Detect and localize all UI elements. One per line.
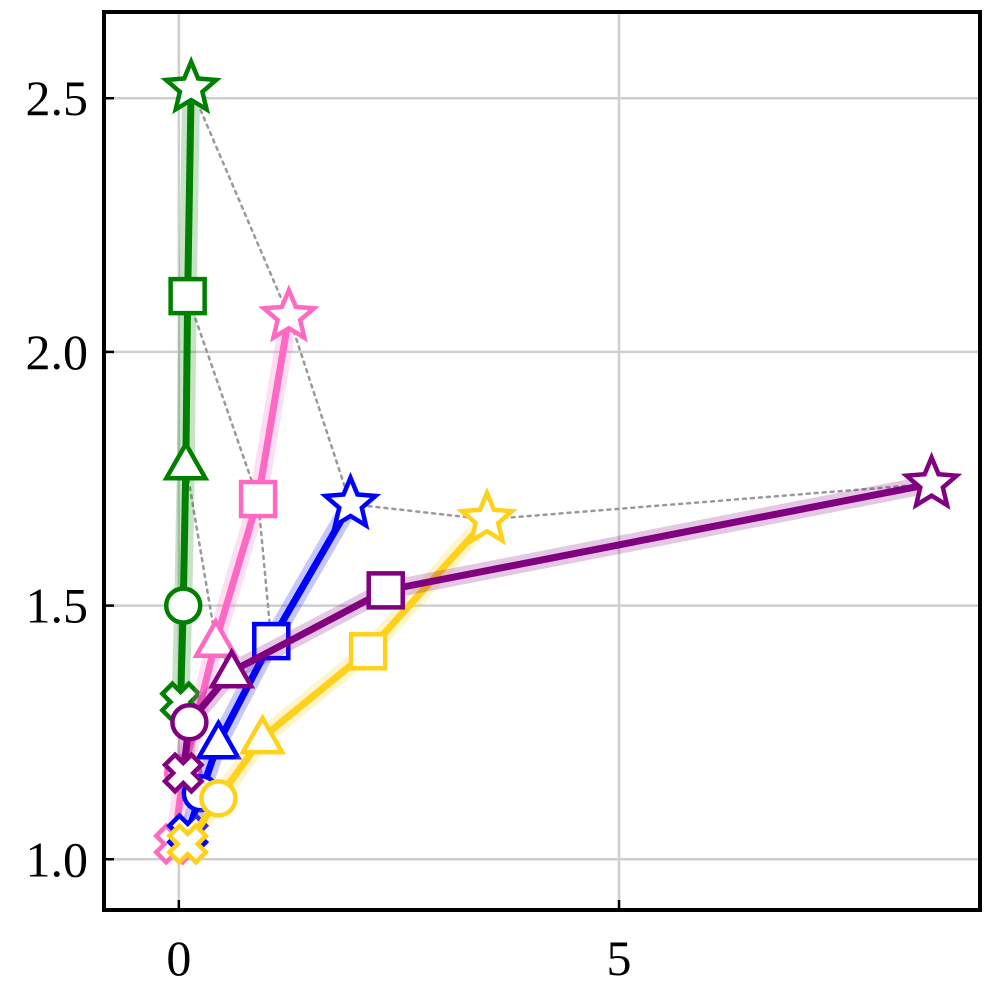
series-5-point-square bbox=[366, 571, 405, 610]
frontier-line-1 bbox=[189, 86, 933, 521]
series-2-point-square bbox=[238, 479, 278, 519]
series-4-point-triangle bbox=[239, 713, 286, 755]
series-1-point-square bbox=[168, 276, 207, 316]
series-2-point-star bbox=[258, 284, 320, 343]
series-5 bbox=[161, 451, 963, 795]
series-3-point-star bbox=[319, 471, 382, 531]
series-4-point-x bbox=[166, 822, 210, 866]
series-5-band bbox=[174, 474, 941, 783]
series-1 bbox=[159, 55, 222, 724]
y-tick-label: 1.5 bbox=[26, 578, 89, 634]
axis-layer: 0 5 1.0 1.5 2.0 2.5 bbox=[26, 10, 982, 986]
series-5-point-star bbox=[900, 451, 963, 510]
series-4-point-circle bbox=[199, 779, 238, 818]
series-3-point-triangle bbox=[195, 718, 242, 760]
x-tick-label: 5 bbox=[607, 930, 632, 986]
series-4 bbox=[166, 487, 518, 866]
plot-frame bbox=[102, 10, 982, 912]
series-1-point-triangle bbox=[162, 439, 210, 481]
y-tick-label: 2.5 bbox=[26, 70, 89, 126]
series-1-point-star bbox=[160, 55, 222, 115]
y-tick-label: 2.0 bbox=[26, 324, 89, 380]
series-5-point-x bbox=[161, 751, 205, 795]
series-5-point-triangle bbox=[208, 647, 256, 689]
y-tick-label: 1.0 bbox=[26, 831, 89, 887]
series-layer bbox=[152, 55, 963, 866]
series-4-point-square bbox=[348, 632, 388, 671]
series-2-point-triangle bbox=[192, 617, 240, 659]
series-5-point-circle bbox=[170, 703, 209, 742]
series-1-point-circle bbox=[163, 586, 203, 625]
series-4-point-star bbox=[456, 487, 518, 546]
x-tick-label: 0 bbox=[166, 930, 191, 986]
